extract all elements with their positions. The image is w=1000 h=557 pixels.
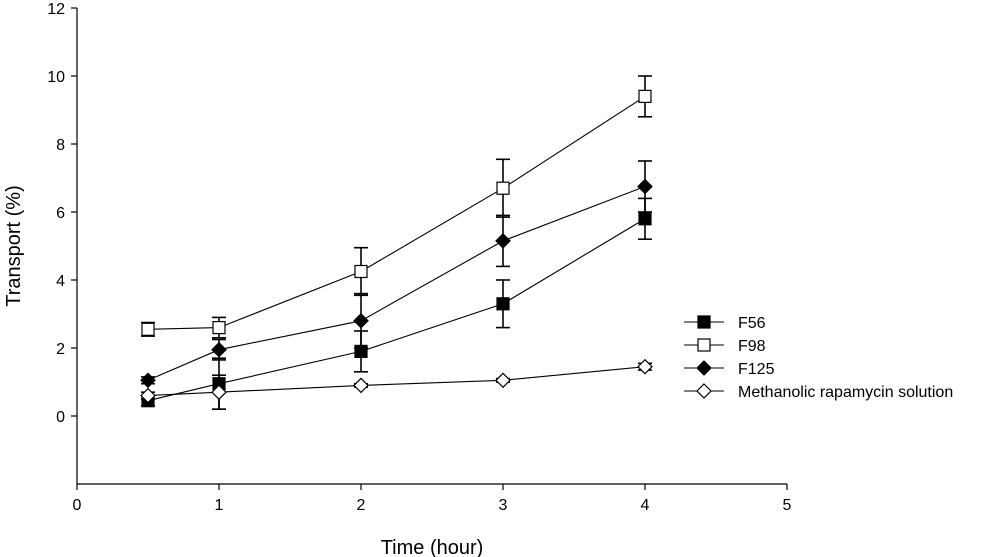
y-ticks: 0 2 4 6 8 10 12: [47, 1, 77, 426]
y-tick-label: 8: [56, 137, 65, 154]
y-axis-title: Transport (%): [3, 185, 25, 307]
y-tick-label: 0: [56, 409, 65, 426]
y-tick-label: 6: [56, 205, 65, 222]
x-tick-label: 3: [499, 497, 508, 514]
legend-marker: [697, 315, 711, 329]
x-tick-label: 2: [357, 497, 366, 514]
data-point: [211, 384, 227, 401]
data-point: [638, 89, 652, 104]
x-ticks: 0 1 2 3 4 5: [73, 484, 792, 514]
series-0: [141, 197, 652, 411]
data-point: [496, 181, 510, 195]
x-tick-label: 0: [73, 497, 82, 514]
legend-item: F125: [684, 360, 775, 378]
legend-item: Methanolic rapamycin solution: [684, 383, 953, 401]
y-tick-label: 2: [56, 341, 65, 358]
data-point: [495, 233, 511, 249]
y-tick-label: 4: [56, 273, 65, 290]
series-line: [147, 95, 646, 330]
legend-marker: [697, 338, 711, 352]
data-point: [141, 322, 155, 336]
legend-item: F98: [684, 338, 766, 355]
data-point: [211, 341, 227, 358]
legend: F56 F98 F125 Methanolic rapamycin solution: [684, 315, 953, 401]
legend-label: F56: [738, 315, 766, 332]
data-point: [637, 358, 653, 375]
data-point: [140, 387, 156, 404]
data-point: [496, 297, 510, 311]
legend-label: F98: [738, 338, 766, 355]
series-1: [141, 75, 652, 339]
legend-item: F56: [684, 315, 766, 332]
data-point: [353, 377, 369, 394]
x-axis-title: Time (hour): [381, 537, 484, 557]
plot-area: [140, 75, 653, 411]
legend-marker: [696, 360, 712, 376]
data-point: [638, 212, 652, 226]
legend-marker: [696, 383, 712, 399]
data-point: [354, 264, 368, 279]
y-tick-label: 12: [47, 1, 65, 18]
data-point: [637, 178, 653, 195]
series-2: [140, 160, 653, 389]
y-tick-label: 10: [47, 69, 65, 86]
x-tick-label: 1: [215, 497, 224, 514]
legend-label: F125: [738, 361, 775, 378]
series-3: [140, 358, 653, 411]
data-point: [140, 372, 156, 389]
legend-label: Methanolic rapamycin solution: [738, 384, 953, 401]
data-point: [212, 321, 226, 335]
data-point: [353, 312, 369, 329]
x-tick-label: 4: [641, 497, 650, 514]
data-point: [495, 372, 511, 389]
x-tick-label: 5: [783, 497, 792, 514]
